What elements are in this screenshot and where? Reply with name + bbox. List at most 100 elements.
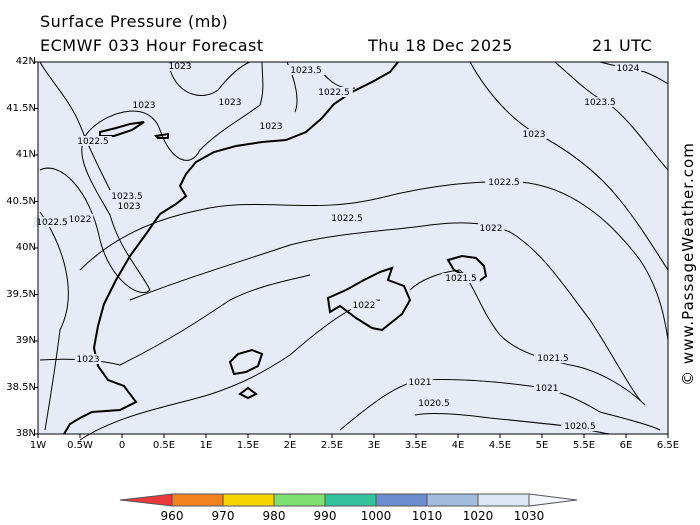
longitude-label: 1W xyxy=(29,440,47,451)
longitude-label: 2E xyxy=(283,440,297,451)
isobar-label-bg xyxy=(442,273,480,283)
isobar-label-bg xyxy=(74,136,112,146)
latitude-label: 41N xyxy=(15,149,36,160)
scale-segment xyxy=(222,493,275,507)
isobar-label: 1022.5 xyxy=(77,137,109,147)
latitude-label: 38N xyxy=(15,428,36,439)
isobar-label: 1023 xyxy=(169,62,192,72)
scale-label: 990 xyxy=(313,509,337,523)
isobar-line xyxy=(79,181,669,341)
longitude-label: 4E xyxy=(451,440,465,451)
isobar-label: 1022.5 xyxy=(488,178,520,188)
isobar-label-bg xyxy=(581,97,619,107)
latitude-label: 40.5N xyxy=(6,195,36,207)
scale-low-arrow xyxy=(119,493,173,507)
isobar-line xyxy=(339,378,661,431)
scale-label: 1010 xyxy=(411,509,443,523)
longitude-label: 2.5E xyxy=(320,440,344,451)
longitude-label: 0.5E xyxy=(152,440,176,451)
isobar-line xyxy=(39,211,69,431)
scale-segment xyxy=(273,493,326,507)
latitude-label: 40N xyxy=(15,242,36,253)
latitude-label: 39.5N xyxy=(6,288,36,300)
isobar-label-bg xyxy=(216,97,244,107)
formentera-island xyxy=(238,386,258,400)
isobar-label-bg xyxy=(108,191,146,201)
isobar-line xyxy=(469,61,669,271)
longitude-label: 1E xyxy=(199,440,213,451)
axis-ticks xyxy=(34,61,669,438)
scale-segment xyxy=(171,493,224,507)
isobar-label: 1022 xyxy=(353,301,376,311)
forecast-date: Thu 18 Dec 2025 xyxy=(368,36,513,55)
isobar-label-bg xyxy=(287,65,325,75)
mallorca-island xyxy=(326,266,412,332)
forecast-time: 21 UTC xyxy=(592,36,653,55)
latitude-label: 42N xyxy=(15,56,36,67)
scale-segment xyxy=(324,493,377,507)
isobar-label: 1023.5 xyxy=(111,192,143,202)
longitude-label: 6E xyxy=(619,440,633,451)
ibiza-island xyxy=(228,348,264,376)
isobar-label: 1020.5 xyxy=(418,399,450,409)
chart-title: Surface Pressure (mb) xyxy=(40,12,229,31)
isobar-label-bg xyxy=(520,129,548,139)
scale-label: 960 xyxy=(160,509,184,523)
isobar-label: 1022.5 xyxy=(331,214,363,224)
isobar-line xyxy=(129,222,641,401)
scale-segment xyxy=(477,493,530,507)
scale-label: 970 xyxy=(211,509,235,523)
longitude-label: 6.5E xyxy=(656,440,680,451)
isobar-label: 1021.5 xyxy=(445,274,477,284)
isobar-label: 1023 xyxy=(523,130,546,140)
isobar-label-bg xyxy=(115,201,143,211)
scale-label: 1020 xyxy=(462,509,494,523)
isobar-line xyxy=(39,61,111,191)
isobar-label-bg xyxy=(257,121,285,131)
isobar-label: 1022.5 xyxy=(318,88,350,98)
isobar-line xyxy=(409,269,646,406)
isobar-label-bg xyxy=(561,421,599,431)
isobar-line xyxy=(599,61,669,85)
isobar-label-bg xyxy=(415,398,453,408)
isobar-label: 1023 xyxy=(77,355,100,365)
isobar-label-bg xyxy=(350,300,378,310)
longitude-label: 5E xyxy=(535,440,549,451)
isobar-label-bg xyxy=(406,377,434,387)
isobar-label-bg xyxy=(614,63,642,73)
longitude-label: 3.5E xyxy=(404,440,428,451)
longitude-label: 0.5W xyxy=(67,440,93,451)
longitude-label: 0 xyxy=(118,440,126,451)
isobar-label: 1022 xyxy=(69,215,92,225)
scale-label: 1030 xyxy=(513,509,545,523)
isobar-label: 1023 xyxy=(118,202,141,212)
isobar-label: 1023 xyxy=(260,122,283,132)
isobar-line xyxy=(79,299,381,441)
isobar-label-bg xyxy=(485,177,523,187)
isobar-label-bg xyxy=(33,217,71,227)
isobar-label: 1024 xyxy=(617,64,640,74)
menorca-island xyxy=(446,254,488,284)
scale-segment xyxy=(426,493,479,507)
iberian-coastline xyxy=(63,61,399,435)
isobar-label-bg xyxy=(166,61,194,71)
pressure-color-scale xyxy=(119,493,578,507)
scale-label: 1000 xyxy=(360,509,392,523)
isobar-label: 1023 xyxy=(219,98,242,108)
scale-label: 980 xyxy=(262,509,286,523)
isobar-label-bg xyxy=(66,214,94,224)
isobar-label-bg xyxy=(477,223,505,233)
map-background xyxy=(38,62,668,434)
isobar-label: 1021 xyxy=(409,378,432,388)
isobar-label: 1022.5 xyxy=(36,218,68,228)
isobar-line xyxy=(169,61,251,96)
isobar-label-bg xyxy=(315,87,353,97)
isobar-label: 1020.5 xyxy=(564,422,596,432)
scale-high-arrow xyxy=(528,493,578,507)
coastal-islet xyxy=(153,132,169,139)
isobar-label: 1021 xyxy=(536,384,559,394)
isobar-label: 1021.5 xyxy=(537,354,569,364)
isobar-label: 1023.5 xyxy=(290,66,322,76)
credit-watermark: © www.PassageWeather.com xyxy=(679,142,697,386)
